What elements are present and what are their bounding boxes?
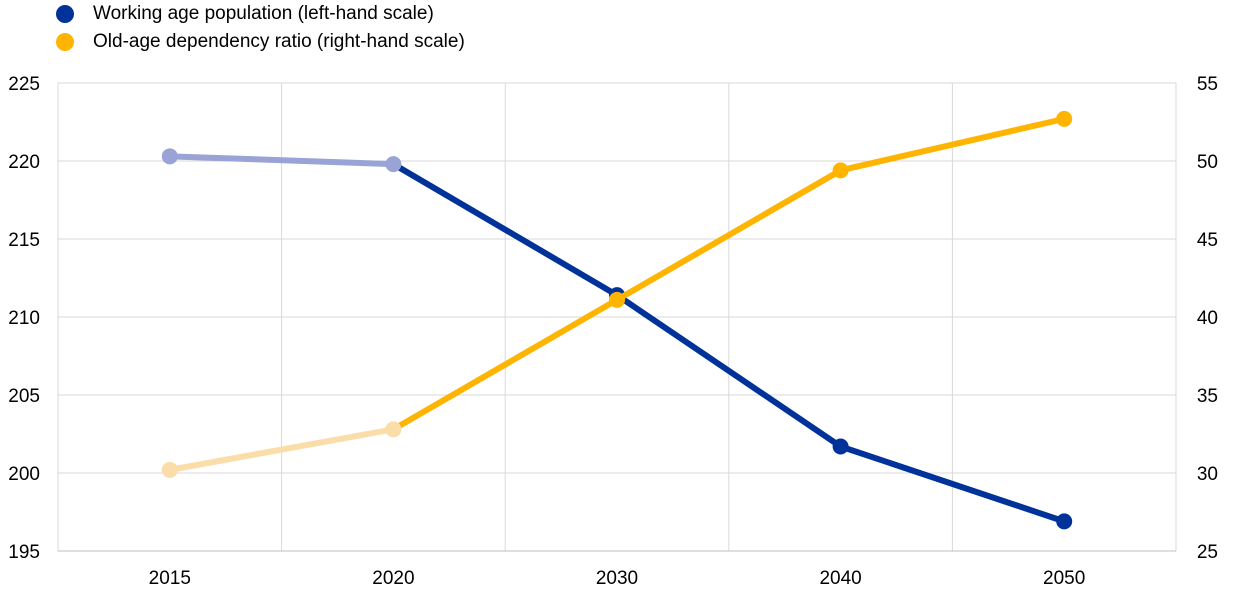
- x-tick-label: 2030: [596, 568, 638, 589]
- y-left-tick-label: 195: [8, 542, 40, 563]
- legend-item-working-age: Working age population (left-hand scale): [56, 0, 465, 28]
- legend-label-working-age: Working age population (left-hand scale): [93, 3, 434, 24]
- data-point-working-age: [161, 148, 178, 165]
- data-point-dependency-ratio: [1056, 110, 1073, 127]
- legend-swatch-working-age: [56, 5, 74, 23]
- legend: Working age population (left-hand scale)…: [56, 0, 465, 56]
- data-point-working-age: [1056, 513, 1073, 530]
- data-point-dependency-ratio: [832, 162, 849, 179]
- y-right-tick-label: 25: [1197, 542, 1218, 563]
- y-left-tick-label: 220: [8, 152, 40, 173]
- x-tick-label: 2050: [1043, 568, 1085, 589]
- y-right-tick-label: 35: [1197, 386, 1218, 407]
- data-point-dependency-ratio: [385, 421, 402, 438]
- y-left-tick-label: 205: [8, 386, 40, 407]
- y-right-tick-label: 50: [1197, 152, 1218, 173]
- y-right-tick-label: 45: [1197, 230, 1218, 251]
- y-right-tick-label: 55: [1197, 74, 1218, 95]
- x-tick-label: 2015: [149, 568, 191, 589]
- series-line-faded-dependency-ratio: [166, 426, 397, 473]
- data-point-dependency-ratio: [609, 291, 625, 308]
- legend-label-dependency-ratio: Old-age dependency ratio (right-hand sca…: [93, 31, 465, 52]
- data-point-dependency-ratio: [161, 461, 178, 478]
- series-line-faded-working-age: [166, 153, 397, 168]
- y-left-tick-label: 215: [8, 230, 40, 251]
- series-line-dependency-ratio: [390, 115, 1068, 433]
- y-right-tick-label: 40: [1197, 308, 1218, 329]
- legend-swatch-dependency-ratio: [56, 33, 74, 51]
- data-point-working-age: [385, 156, 402, 173]
- legend-item-dependency-ratio: Old-age dependency ratio (right-hand sca…: [56, 28, 465, 56]
- y-right-tick-label: 30: [1197, 464, 1218, 485]
- x-tick-label: 2020: [372, 568, 414, 589]
- y-left-tick-label: 210: [8, 308, 40, 329]
- x-tick-label: 2040: [819, 568, 861, 589]
- y-left-tick-label: 225: [8, 74, 40, 95]
- y-left-tick-label: 200: [8, 464, 40, 485]
- data-point-working-age: [832, 438, 849, 455]
- series-line-working-age: [390, 161, 1068, 525]
